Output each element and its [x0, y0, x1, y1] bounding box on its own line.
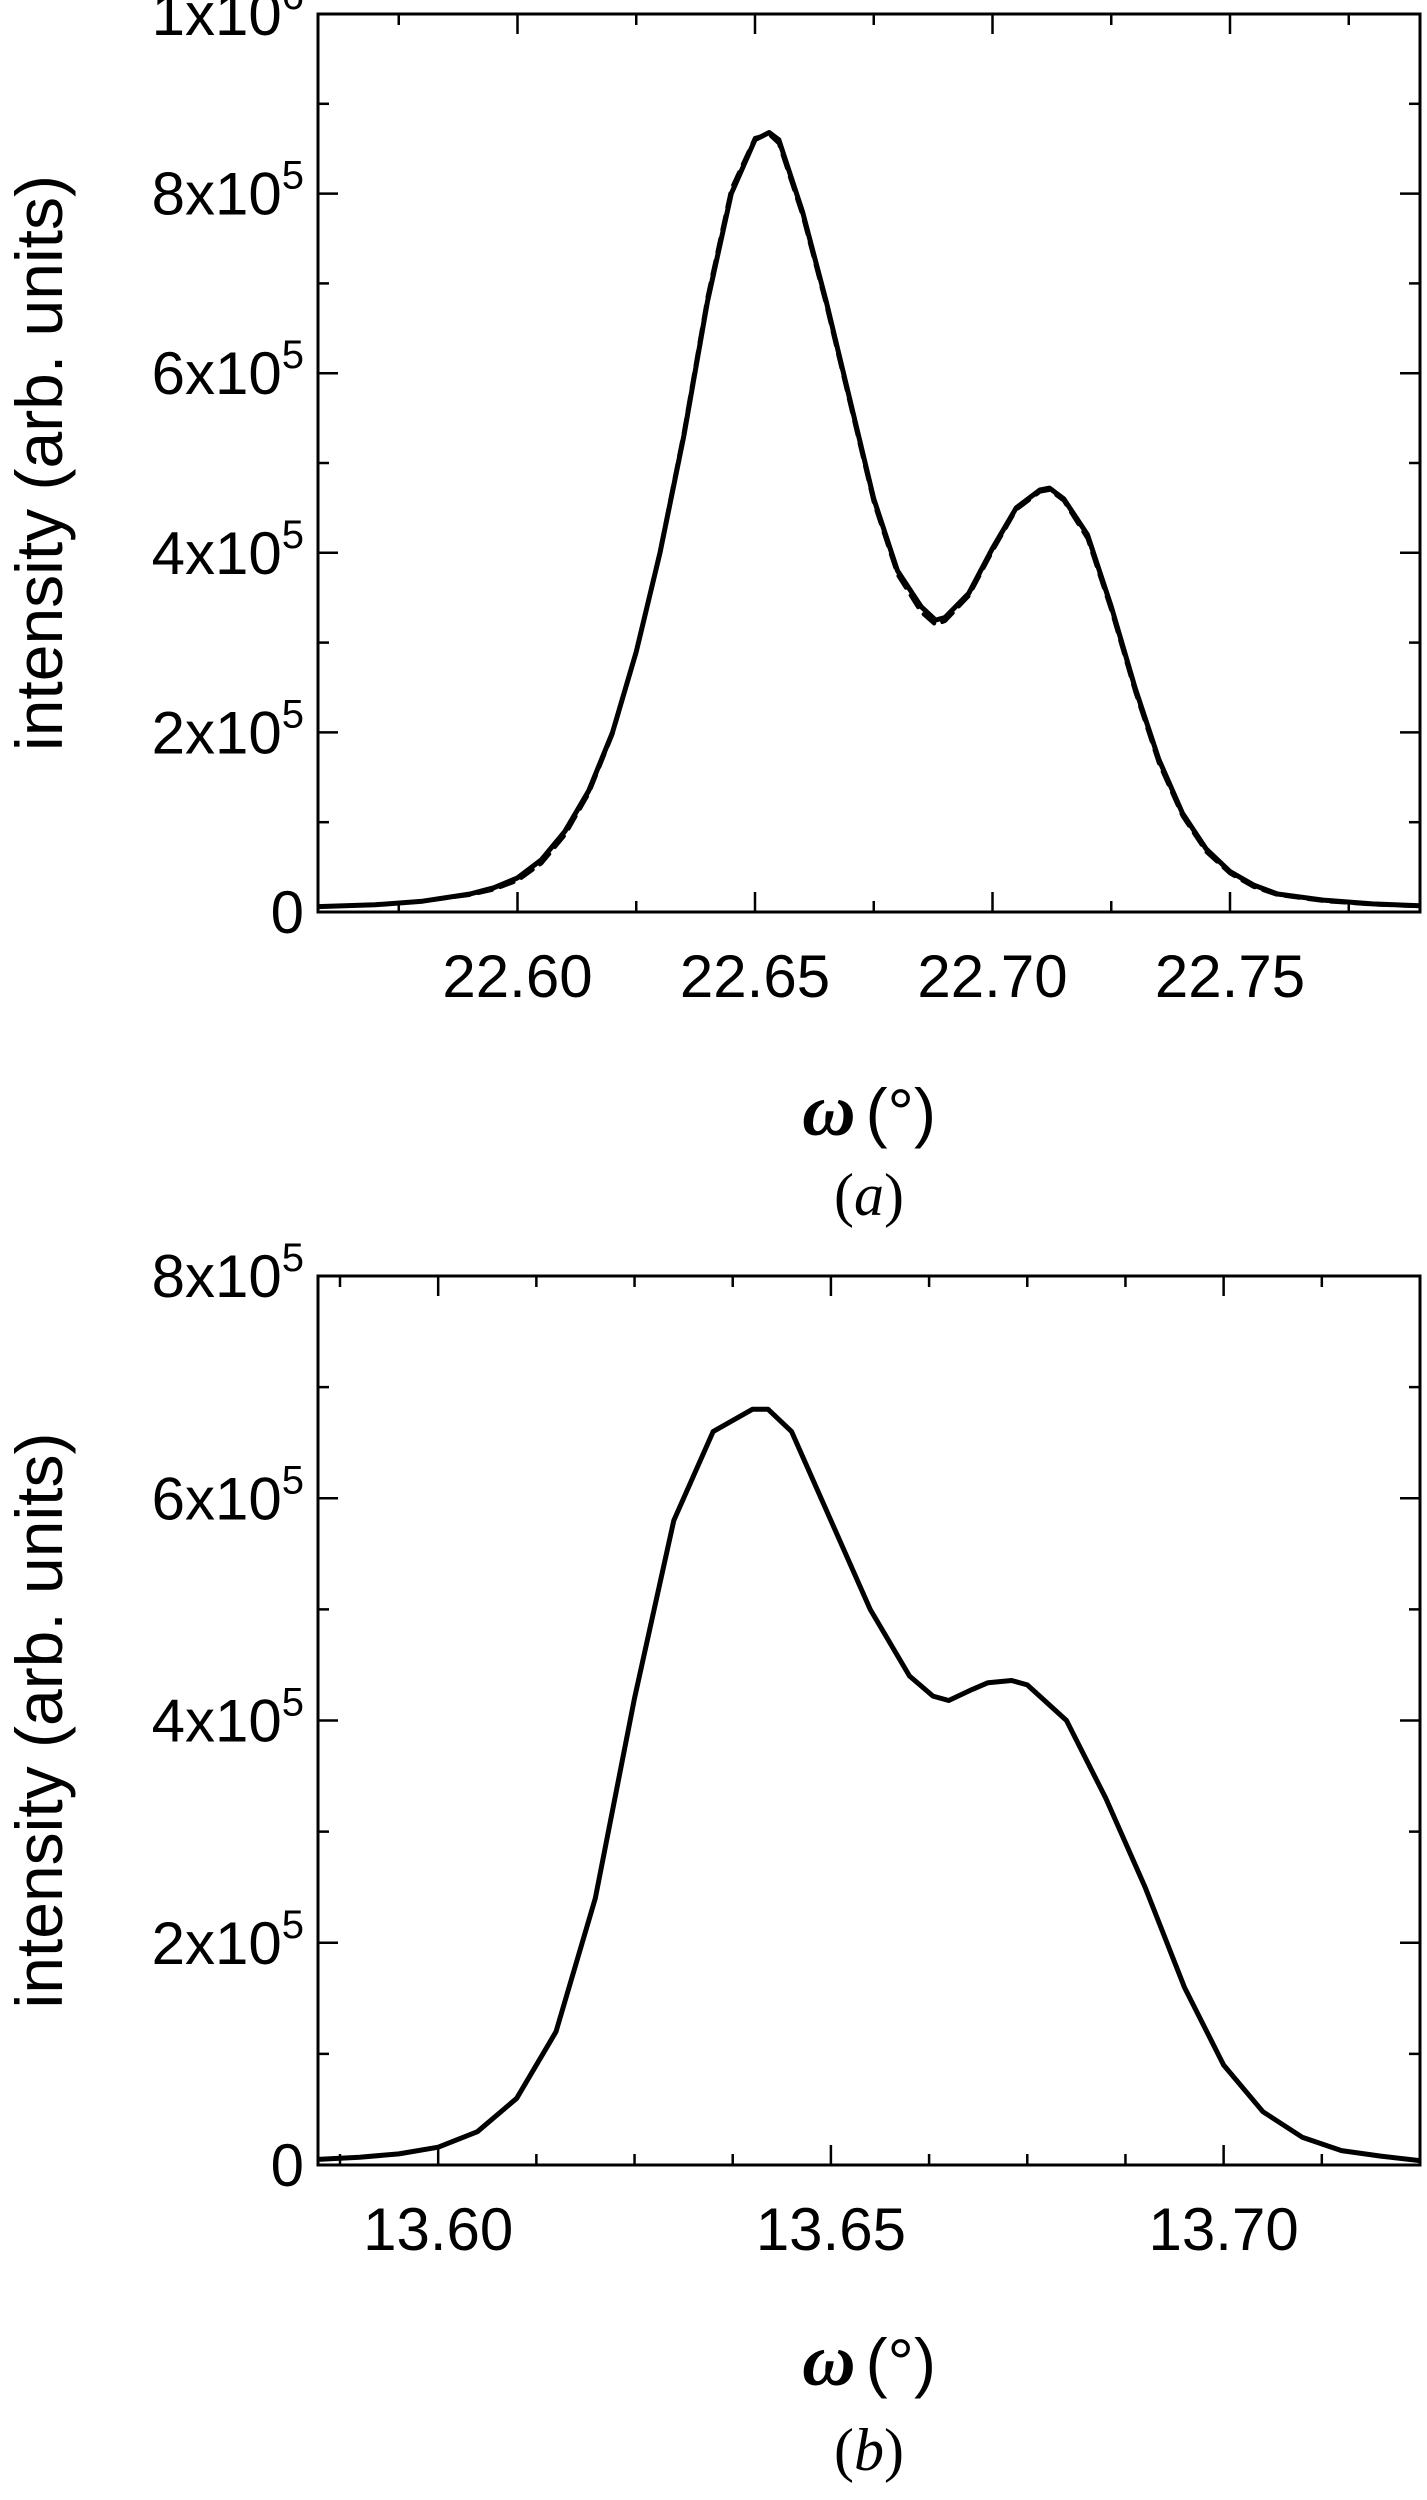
y-axis-title: intensity (arb. units) [2, 1433, 76, 2009]
x-tick-label: 22.75 [1155, 943, 1305, 1010]
series-line-solid [318, 130, 1420, 910]
chart-panel-b: 13.60 13.65 13.70 0 2x105 4x105 6x105 8x105 inte… [2, 1236, 1422, 2483]
y-axis-title: intensity (arb. units) [2, 175, 76, 751]
y-tick-label: 6x105 [152, 1458, 304, 1532]
x-tick-label: 22.65 [680, 943, 830, 1010]
chart-panel-a: 22.60 22.65 22.70 22.75 0 2x105 4x105 6x105 8x10… [2, 0, 1422, 1228]
y-tick-label: 0 [271, 2132, 304, 2199]
y-tick-label: 1x106 [152, 0, 304, 48]
x-axis-title: ω (°) [802, 1070, 936, 1152]
series-line-solid [318, 1406, 1420, 2164]
y-tick-label: 6x105 [152, 333, 304, 407]
y-tick-label: 0 [271, 879, 304, 946]
series-line-dashed [318, 132, 1420, 909]
plot-frame [316, 1274, 1422, 2167]
y-tick-label: 4x105 [152, 1681, 304, 1755]
panel-label: (a) [834, 1162, 904, 1228]
x-tick-label: 13.60 [363, 2196, 513, 2263]
y-tick-label: 8x105 [152, 154, 304, 228]
x-tick-label: 22.60 [442, 943, 592, 1010]
x-tick-label: 13.70 [1149, 2196, 1299, 2263]
plot-frame [316, 12, 1422, 914]
y-tick-label: 8x105 [152, 1236, 304, 1310]
y-tick-label: 2x105 [152, 692, 304, 766]
x-axis-title: ω (°) [802, 2320, 936, 2402]
x-tick-label: 22.70 [917, 943, 1067, 1010]
y-tick-label: 4x105 [152, 513, 304, 587]
x-tick-label: 13.65 [756, 2196, 906, 2263]
panel-label: (b) [834, 2417, 904, 2483]
y-tick-label: 2x105 [152, 1903, 304, 1977]
